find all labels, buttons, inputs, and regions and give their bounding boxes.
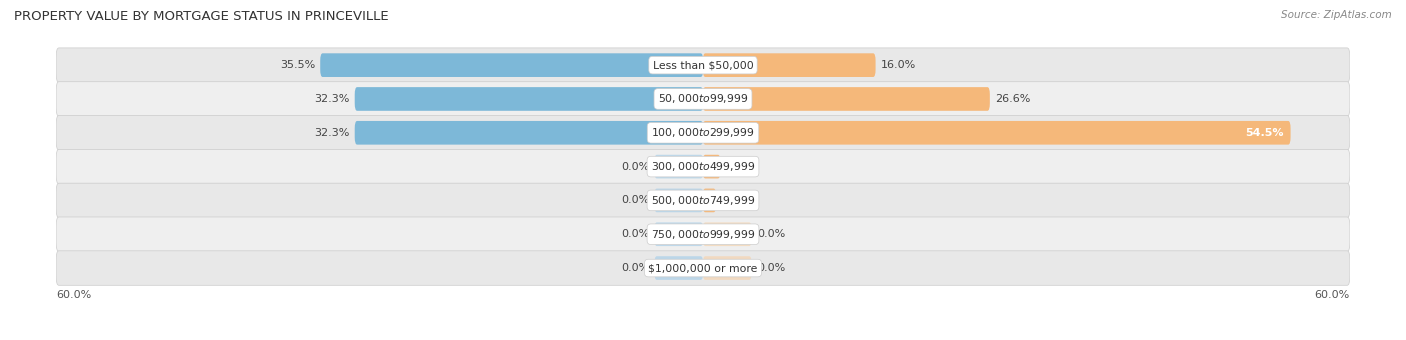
Text: 1.2%: 1.2% bbox=[721, 195, 749, 205]
FancyBboxPatch shape bbox=[703, 53, 876, 77]
Text: Source: ZipAtlas.com: Source: ZipAtlas.com bbox=[1281, 10, 1392, 20]
FancyBboxPatch shape bbox=[703, 155, 720, 179]
Text: 0.0%: 0.0% bbox=[621, 229, 650, 239]
Text: 0.0%: 0.0% bbox=[756, 263, 785, 273]
Text: 60.0%: 60.0% bbox=[1315, 290, 1350, 300]
Text: 32.3%: 32.3% bbox=[314, 94, 350, 104]
FancyBboxPatch shape bbox=[56, 183, 1350, 218]
Text: 0.0%: 0.0% bbox=[621, 195, 650, 205]
FancyBboxPatch shape bbox=[56, 82, 1350, 116]
Text: 0.0%: 0.0% bbox=[621, 162, 650, 172]
FancyBboxPatch shape bbox=[56, 217, 1350, 252]
FancyBboxPatch shape bbox=[354, 121, 703, 144]
Text: 35.5%: 35.5% bbox=[280, 60, 315, 70]
FancyBboxPatch shape bbox=[703, 87, 990, 111]
Text: 0.0%: 0.0% bbox=[756, 229, 785, 239]
Legend: Without Mortgage, With Mortgage: Without Mortgage, With Mortgage bbox=[581, 338, 825, 340]
Text: Less than $50,000: Less than $50,000 bbox=[652, 60, 754, 70]
FancyBboxPatch shape bbox=[56, 149, 1350, 184]
FancyBboxPatch shape bbox=[703, 189, 716, 212]
Text: $100,000 to $299,999: $100,000 to $299,999 bbox=[651, 126, 755, 139]
FancyBboxPatch shape bbox=[654, 189, 703, 212]
Text: $750,000 to $999,999: $750,000 to $999,999 bbox=[651, 228, 755, 241]
Text: $50,000 to $99,999: $50,000 to $99,999 bbox=[658, 92, 748, 105]
FancyBboxPatch shape bbox=[703, 121, 1291, 144]
Text: 1.6%: 1.6% bbox=[725, 162, 754, 172]
FancyBboxPatch shape bbox=[354, 87, 703, 111]
Text: 54.5%: 54.5% bbox=[1246, 128, 1284, 138]
FancyBboxPatch shape bbox=[654, 222, 703, 246]
FancyBboxPatch shape bbox=[703, 222, 752, 246]
Text: $300,000 to $499,999: $300,000 to $499,999 bbox=[651, 160, 755, 173]
FancyBboxPatch shape bbox=[56, 116, 1350, 150]
Text: PROPERTY VALUE BY MORTGAGE STATUS IN PRINCEVILLE: PROPERTY VALUE BY MORTGAGE STATUS IN PRI… bbox=[14, 10, 388, 23]
Text: $500,000 to $749,999: $500,000 to $749,999 bbox=[651, 194, 755, 207]
Text: $1,000,000 or more: $1,000,000 or more bbox=[648, 263, 758, 273]
FancyBboxPatch shape bbox=[654, 155, 703, 179]
Text: 60.0%: 60.0% bbox=[56, 290, 91, 300]
FancyBboxPatch shape bbox=[654, 256, 703, 280]
Text: 0.0%: 0.0% bbox=[621, 263, 650, 273]
FancyBboxPatch shape bbox=[56, 48, 1350, 82]
FancyBboxPatch shape bbox=[56, 251, 1350, 285]
FancyBboxPatch shape bbox=[703, 256, 752, 280]
Text: 26.6%: 26.6% bbox=[995, 94, 1031, 104]
Text: 16.0%: 16.0% bbox=[880, 60, 917, 70]
FancyBboxPatch shape bbox=[321, 53, 703, 77]
Text: 32.3%: 32.3% bbox=[314, 128, 350, 138]
